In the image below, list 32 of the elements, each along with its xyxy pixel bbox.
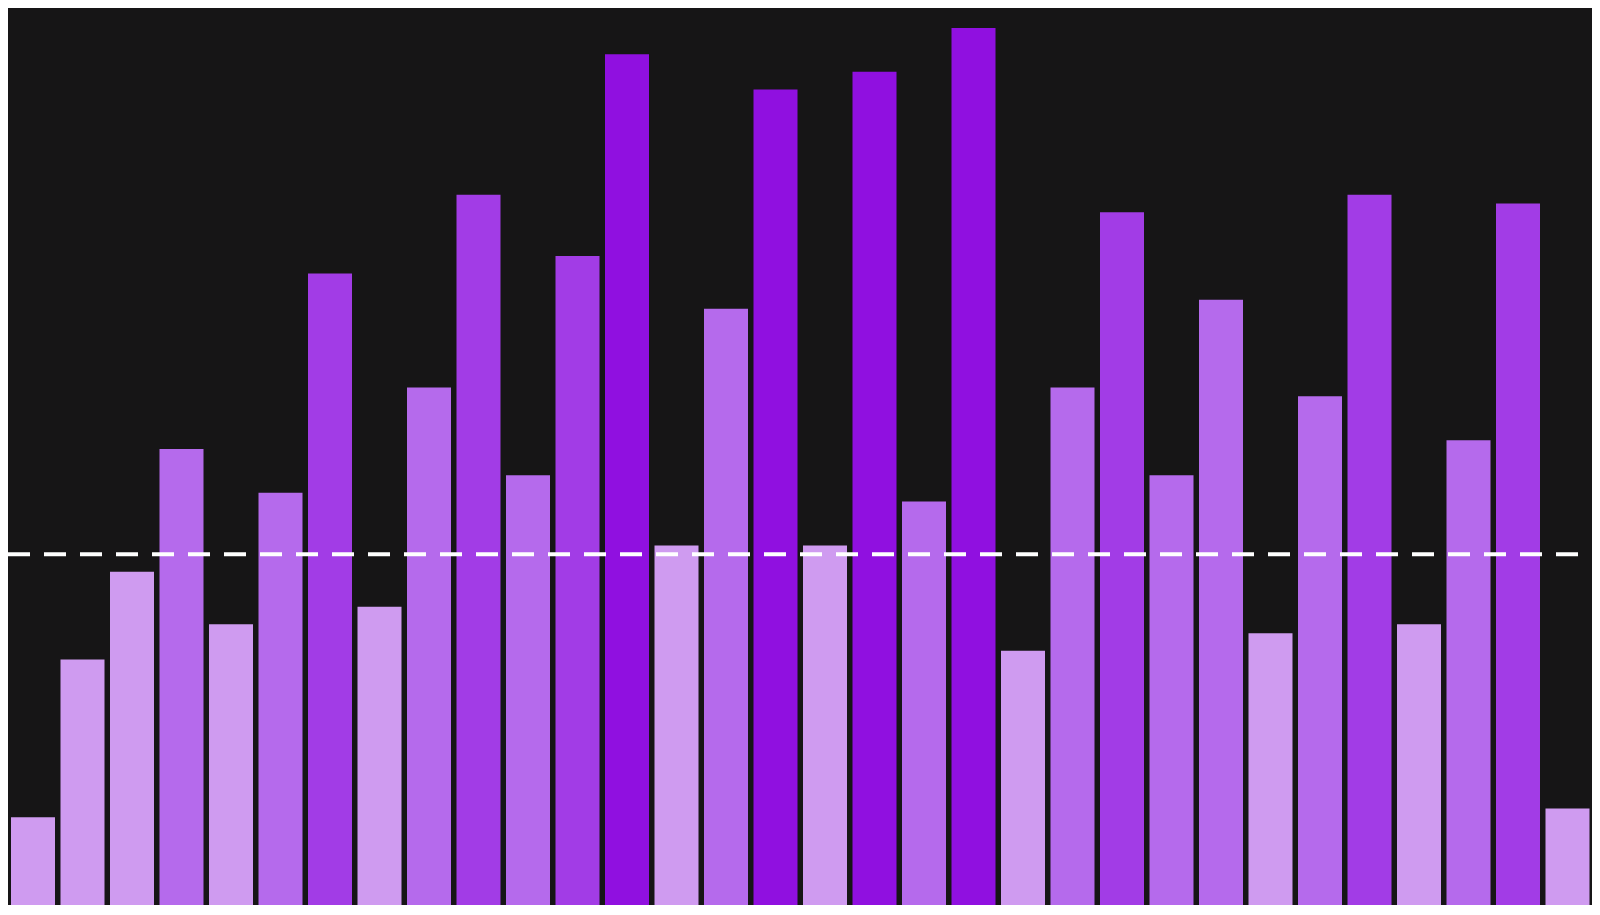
bar — [258, 492, 303, 905]
bar — [1248, 633, 1293, 905]
bar — [209, 624, 253, 905]
bar — [159, 448, 204, 905]
bar — [506, 475, 550, 905]
bar — [852, 71, 897, 905]
bar — [605, 54, 649, 905]
bar — [704, 308, 748, 905]
bar — [1001, 650, 1045, 905]
bar — [753, 89, 798, 905]
bar — [1149, 475, 1194, 905]
bar — [1050, 387, 1095, 905]
bar — [1397, 624, 1441, 905]
bar — [1545, 808, 1590, 905]
bar — [1199, 299, 1243, 905]
bar — [803, 545, 847, 905]
bar — [308, 273, 352, 905]
bar — [357, 606, 402, 905]
bar — [1298, 396, 1342, 905]
bar — [1446, 440, 1491, 905]
bar — [456, 194, 501, 905]
bar — [1496, 203, 1540, 905]
bar — [11, 817, 55, 905]
bar — [951, 28, 996, 905]
bar — [60, 659, 105, 905]
bar — [654, 545, 699, 905]
bar — [110, 571, 154, 905]
bar — [1100, 212, 1144, 905]
bar — [407, 387, 451, 905]
bar — [902, 501, 946, 905]
bar — [1347, 194, 1392, 905]
bar — [555, 256, 600, 905]
